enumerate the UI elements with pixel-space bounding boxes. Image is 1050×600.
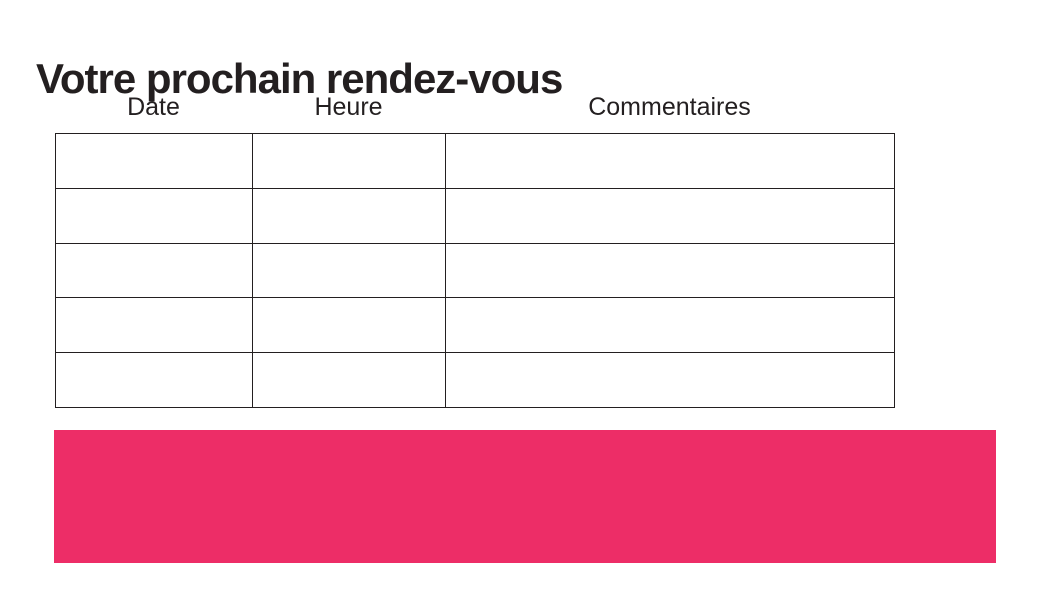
table-cell <box>55 297 253 354</box>
table-cell <box>55 352 253 408</box>
column-header-heure: Heure <box>314 93 383 121</box>
table-cell <box>55 133 253 189</box>
column-header-date: Date <box>127 93 180 121</box>
column-header-commentaires: Commentaires <box>588 93 751 121</box>
table-cell <box>252 242 446 299</box>
highlight-bar <box>54 430 996 563</box>
table-cell <box>55 242 253 299</box>
page-title: Votre prochain rendez-vous <box>36 55 563 103</box>
appointments-table-body <box>55 133 895 408</box>
table-cell <box>252 297 446 354</box>
table-row <box>55 187 895 244</box>
table-cell <box>445 297 895 354</box>
table-cell <box>252 352 446 408</box>
appointments-table <box>55 133 895 408</box>
table-cell <box>55 187 253 244</box>
table-cell <box>445 352 895 408</box>
table-header-row: Date Heure Commentaires <box>55 93 894 122</box>
table-row <box>55 242 895 299</box>
table-cell <box>445 133 895 189</box>
table-cell <box>445 187 895 244</box>
table-cell <box>252 133 446 189</box>
table-row <box>55 352 895 408</box>
table-row <box>55 133 895 189</box>
table-cell <box>252 187 446 244</box>
table-cell <box>445 242 895 299</box>
table-row <box>55 297 895 354</box>
